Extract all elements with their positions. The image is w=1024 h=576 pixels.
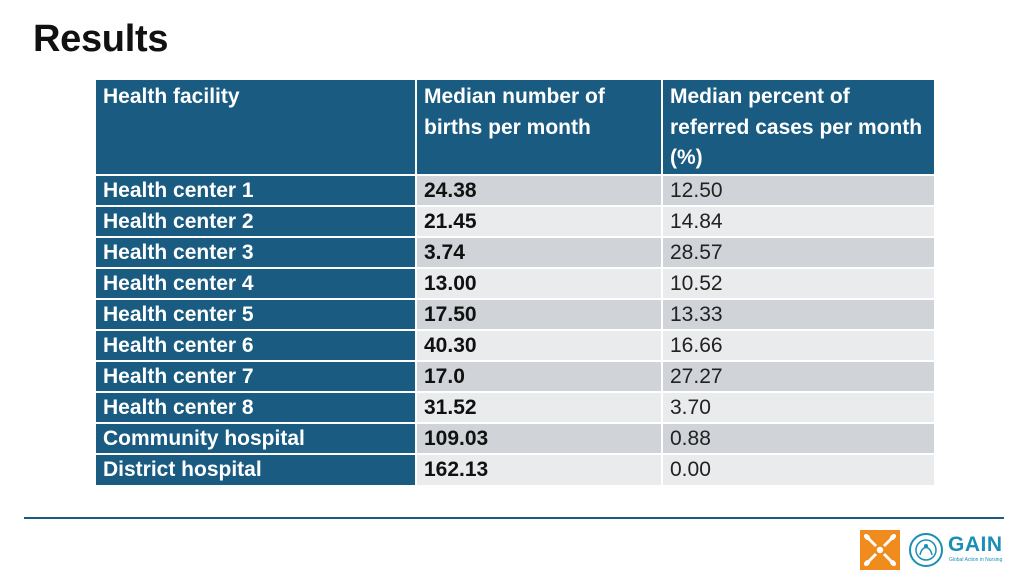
referred-cell: 28.57 xyxy=(662,235,934,268)
table-row: Health center 2 21.45 14.84 xyxy=(96,204,934,237)
gain-emblem-icon xyxy=(909,533,943,567)
facility-cell: Health center 7 xyxy=(96,359,417,392)
referred-cell: 27.27 xyxy=(662,359,934,392)
referred-cell: 14.84 xyxy=(662,204,934,237)
births-cell: 109.03 xyxy=(416,421,663,454)
table-row: Health center 7 17.0 27.27 xyxy=(96,359,934,392)
page-title: Results xyxy=(33,18,169,60)
results-table: Health facility Median number of births … xyxy=(96,80,934,485)
table-row: District hospital 162.13 0.00 xyxy=(96,452,934,485)
births-cell: 13.00 xyxy=(416,266,663,299)
gain-logo-tagline: Global Action in Nursing xyxy=(949,557,1003,563)
table-row: Health center 4 13.00 10.52 xyxy=(96,266,934,299)
facility-cell: Health center 4 xyxy=(96,266,417,299)
table-row: Health center 6 40.30 16.66 xyxy=(96,328,934,361)
facility-cell: Health center 8 xyxy=(96,390,417,423)
referred-cell: 12.50 xyxy=(662,173,934,206)
gain-logo: GAIN Global Action in Nursing xyxy=(907,530,1017,570)
table-row: Health center 1 24.38 12.50 xyxy=(96,173,934,206)
referred-cell: 16.66 xyxy=(662,328,934,361)
births-cell: 24.38 xyxy=(416,173,663,206)
facility-cell: Health center 3 xyxy=(96,235,417,268)
facility-cell: Health center 5 xyxy=(96,297,417,330)
table-row: Health center 3 3.74 28.57 xyxy=(96,235,934,268)
referred-cell: 13.33 xyxy=(662,297,934,330)
table-header-row: Health facility Median number of births … xyxy=(96,80,934,175)
header-health-facility: Health facility xyxy=(96,80,417,175)
births-cell: 17.0 xyxy=(416,359,663,392)
births-cell: 3.74 xyxy=(416,235,663,268)
footer-divider xyxy=(24,517,1004,519)
facility-cell: Health center 1 xyxy=(96,173,417,206)
referred-cell: 0.00 xyxy=(662,452,934,485)
facility-cell: District hospital xyxy=(96,452,417,485)
referred-cell: 10.52 xyxy=(662,266,934,299)
births-cell: 162.13 xyxy=(416,452,663,485)
table-row: Community hospital 109.03 0.88 xyxy=(96,421,934,454)
births-cell: 17.50 xyxy=(416,297,663,330)
table-row: Health center 8 31.52 3.70 xyxy=(96,390,934,423)
births-cell: 21.45 xyxy=(416,204,663,237)
facility-cell: Health center 2 xyxy=(96,204,417,237)
referred-cell: 3.70 xyxy=(662,390,934,423)
table-row: Health center 5 17.50 13.33 xyxy=(96,297,934,330)
births-cell: 40.30 xyxy=(416,328,663,361)
facility-cell: Health center 6 xyxy=(96,328,417,361)
header-median-referred: Median percent of referred cases per mon… xyxy=(662,80,934,175)
hands-logo-icon xyxy=(860,530,900,570)
gain-logo-text: GAIN xyxy=(948,533,1003,556)
facility-cell: Community hospital xyxy=(96,421,417,454)
header-median-births: Median number of births per month xyxy=(416,80,663,175)
referred-cell: 0.88 xyxy=(662,421,934,454)
births-cell: 31.52 xyxy=(416,390,663,423)
